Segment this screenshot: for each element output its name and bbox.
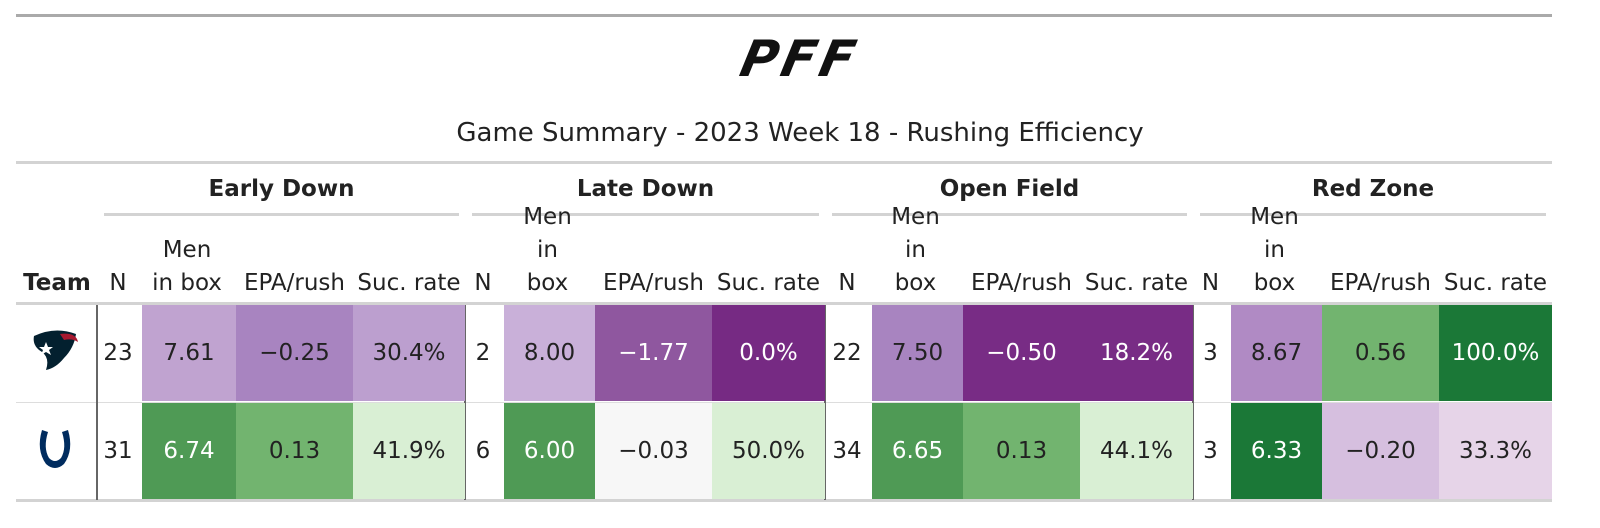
column-divider — [824, 305, 826, 500]
table-cell: 3 — [1194, 403, 1227, 499]
column-header: EPA/rush — [243, 270, 345, 296]
table-cell: −0.50 — [963, 305, 1080, 401]
table-cell: 34 — [826, 403, 868, 499]
table-cell: 6.00 — [504, 403, 595, 499]
group-rule — [832, 213, 1187, 216]
table-cell: 6 — [466, 403, 500, 499]
column-header: Suc. rate — [1084, 270, 1189, 296]
table-cell: 41.9% — [353, 403, 465, 499]
group-header: Early Down — [208, 176, 355, 202]
column-header: EPA/rush — [1329, 270, 1431, 296]
column-divider — [1192, 305, 1194, 500]
table-cell: 2 — [466, 305, 500, 401]
group-rule — [1200, 213, 1546, 216]
logo: PFF — [735, 30, 865, 88]
column-divider — [464, 305, 466, 500]
column-header: N — [109, 270, 127, 296]
table-cell: 22 — [826, 305, 868, 401]
colts-logo — [39, 430, 71, 468]
group-header: Late Down — [576, 176, 715, 202]
group-header: Open Field — [939, 176, 1080, 202]
table-cell: 44.1% — [1080, 403, 1193, 499]
column-header: EPA/rush — [970, 270, 1072, 296]
table-cell: 50.0% — [712, 403, 825, 499]
table-cell: 6.33 — [1231, 403, 1322, 499]
table-cell: 0.13 — [963, 403, 1080, 499]
group-header: Red Zone — [1311, 176, 1435, 202]
column-header: N — [838, 270, 856, 296]
group-rule — [472, 213, 819, 216]
column-header: EPA/rush — [602, 270, 704, 296]
column-divider — [96, 305, 98, 500]
table-cell: −0.20 — [1322, 403, 1439, 499]
table-cell: −1.77 — [595, 305, 712, 401]
table-cell: 100.0% — [1439, 305, 1552, 401]
table-cell: 7.50 — [872, 305, 963, 401]
texans-logo — [33, 330, 78, 370]
table-cell: 23 — [98, 305, 138, 401]
column-header: Men in box — [891, 204, 940, 296]
column-header: Suc. rate — [716, 270, 821, 296]
table-cell: 18.2% — [1080, 305, 1193, 401]
table-cell: 6.65 — [872, 403, 963, 499]
table-cell: 31 — [98, 403, 138, 499]
table-cell: 30.4% — [353, 305, 465, 401]
table-cell: 7.61 — [142, 305, 236, 401]
rule — [16, 161, 1552, 164]
table-cell: 0.13 — [236, 403, 353, 499]
column-header: N — [1201, 270, 1220, 296]
table-cell: 6.74 — [142, 403, 236, 499]
column-header: N — [474, 270, 492, 296]
column-header: Men in box — [1250, 204, 1299, 296]
column-header: Men in box — [523, 204, 572, 296]
group-rule — [104, 213, 459, 216]
row-rule — [16, 402, 1552, 403]
table-cell: 8.00 — [504, 305, 595, 401]
rule — [16, 499, 1552, 502]
table-title: Game Summary - 2023 Week 18 - Rushing Ef… — [456, 118, 1144, 148]
table-cell: 0.0% — [712, 305, 825, 401]
table-cell: −0.25 — [236, 305, 353, 401]
table-cell: 3 — [1194, 305, 1227, 401]
column-header: Suc. rate — [1443, 270, 1548, 296]
table-cell: 8.67 — [1231, 305, 1322, 401]
rule — [16, 302, 1552, 305]
column-header: Men in box — [152, 237, 222, 296]
top-rule — [16, 14, 1552, 17]
team-header: Team — [23, 270, 91, 296]
table-cell: 33.3% — [1439, 403, 1552, 499]
table-cell: −0.03 — [595, 403, 712, 499]
column-header: Suc. rate — [357, 270, 461, 296]
table-cell: 0.56 — [1322, 305, 1439, 401]
